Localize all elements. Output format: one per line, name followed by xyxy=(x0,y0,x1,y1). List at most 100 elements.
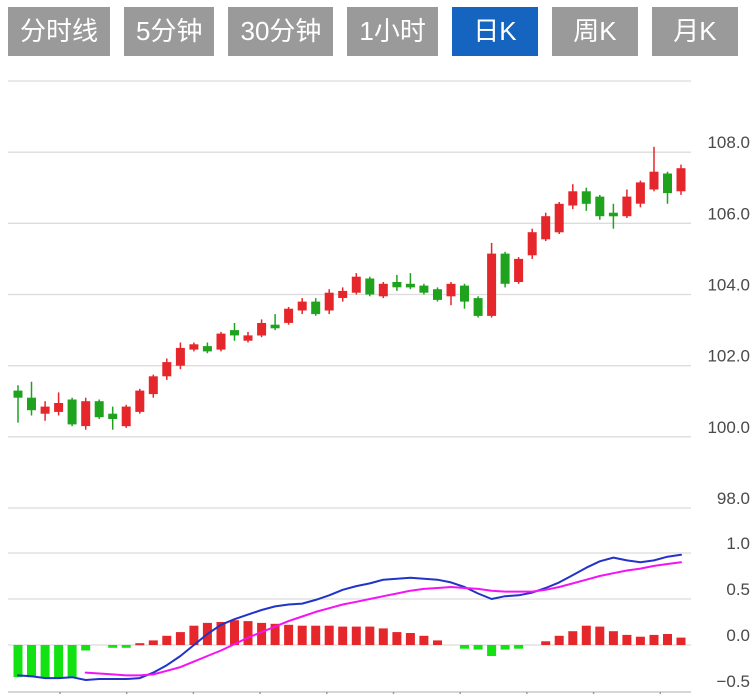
candle[interactable] xyxy=(338,287,348,302)
candle[interactable] xyxy=(216,331,226,352)
candle[interactable] xyxy=(162,358,172,380)
macd-bar xyxy=(487,645,497,656)
macd-bar xyxy=(433,640,442,645)
candle[interactable] xyxy=(270,314,280,331)
candle[interactable] xyxy=(568,184,578,210)
macd-bar xyxy=(622,634,632,645)
macd-bar xyxy=(175,632,185,645)
candle[interactable] xyxy=(230,323,239,341)
macd-histogram xyxy=(13,620,686,679)
candle[interactable] xyxy=(419,283,429,295)
macd-bar xyxy=(270,623,280,645)
candle[interactable] xyxy=(608,203,618,229)
macd-bar xyxy=(419,635,429,645)
macd-bar xyxy=(663,634,672,645)
macd-bar xyxy=(676,637,686,645)
macd-bar xyxy=(378,628,388,645)
macd-bar xyxy=(81,645,91,651)
macd-bar xyxy=(284,624,294,645)
candle[interactable] xyxy=(541,212,551,242)
candle[interactable] xyxy=(446,282,456,306)
candle[interactable] xyxy=(663,171,672,204)
macd-bar xyxy=(568,631,578,645)
candle[interactable] xyxy=(121,404,131,428)
macd-bar xyxy=(189,625,199,645)
price-axis-label: 100.0 xyxy=(707,418,750,437)
macd-bar xyxy=(338,626,348,645)
macd-axis-label: 0.5 xyxy=(726,580,750,599)
candle[interactable] xyxy=(473,296,483,318)
candle[interactable] xyxy=(94,399,104,420)
candle[interactable] xyxy=(40,401,50,421)
tab-timeframe-6[interactable]: 月K xyxy=(651,7,738,56)
candle[interactable] xyxy=(433,287,442,302)
candle[interactable] xyxy=(297,298,307,315)
candle[interactable] xyxy=(108,406,118,430)
candle[interactable] xyxy=(189,342,199,352)
macd-bar xyxy=(121,645,131,648)
candle[interactable] xyxy=(175,342,185,370)
macd-bar xyxy=(554,635,564,645)
candle[interactable] xyxy=(500,251,510,288)
macd-bar xyxy=(608,631,618,645)
macd-bar xyxy=(581,625,591,645)
macd-bar xyxy=(635,636,645,645)
candle[interactable] xyxy=(148,374,158,398)
candle[interactable] xyxy=(67,397,77,427)
candle[interactable] xyxy=(460,283,469,309)
candle[interactable] xyxy=(284,307,294,325)
tab-timeframe-0[interactable]: 分时线 xyxy=(8,7,111,56)
candle[interactable] xyxy=(487,242,497,318)
candle[interactable] xyxy=(554,202,564,234)
candle[interactable] xyxy=(649,146,659,192)
macd-axis-label: −0.5 xyxy=(716,672,750,691)
macd-bar xyxy=(54,645,64,679)
macd-bar xyxy=(27,645,36,678)
timeframe-tabs: 分时线 5分钟 30分钟 1小时 日K 周K 月K xyxy=(8,7,752,56)
macd-bar xyxy=(216,622,226,645)
tab-timeframe-1[interactable]: 5分钟 xyxy=(124,7,215,56)
candle[interactable] xyxy=(405,273,415,290)
price-axis-label: 98.0 xyxy=(717,489,750,508)
candle[interactable] xyxy=(243,331,253,343)
macd-bar xyxy=(67,645,77,678)
macd-bar xyxy=(365,626,375,645)
candle[interactable] xyxy=(392,274,402,291)
macd-bar xyxy=(243,621,253,645)
dea-line xyxy=(84,561,682,677)
macd-bar xyxy=(230,620,239,645)
candle[interactable] xyxy=(527,228,537,259)
macd-bar xyxy=(311,625,321,645)
tab-timeframe-2[interactable]: 30分钟 xyxy=(228,7,334,56)
candle[interactable] xyxy=(324,289,334,315)
macd-bar xyxy=(135,643,145,646)
macd-bar xyxy=(541,641,551,645)
candle[interactable] xyxy=(311,298,321,316)
macd-bar xyxy=(148,640,158,645)
candle[interactable] xyxy=(13,385,23,423)
candle[interactable] xyxy=(581,187,591,211)
tab-timeframe-5[interactable]: 周K xyxy=(551,7,638,56)
candle[interactable] xyxy=(351,273,361,295)
candle[interactable] xyxy=(378,282,388,299)
macd-panel-grid: 1.0 0.5 0.0 −0.5 xyxy=(8,534,750,693)
candle[interactable] xyxy=(81,397,91,430)
macd-bar xyxy=(257,622,267,645)
candle[interactable] xyxy=(365,276,375,297)
candle[interactable] xyxy=(135,388,145,414)
macd-bar xyxy=(324,625,334,645)
tab-timeframe-4[interactable]: 日K xyxy=(451,7,538,56)
candle[interactable] xyxy=(676,164,686,195)
candle[interactable] xyxy=(257,319,267,338)
candle[interactable] xyxy=(622,189,632,219)
candle[interactable] xyxy=(54,392,64,416)
candle[interactable] xyxy=(514,257,524,284)
candle[interactable] xyxy=(595,194,605,220)
tab-timeframe-3[interactable]: 1小时 xyxy=(347,7,438,56)
dif-line xyxy=(17,553,682,681)
macd-bar xyxy=(162,635,172,645)
candle[interactable] xyxy=(635,180,645,208)
candle[interactable] xyxy=(27,381,36,416)
candle[interactable] xyxy=(202,342,212,354)
